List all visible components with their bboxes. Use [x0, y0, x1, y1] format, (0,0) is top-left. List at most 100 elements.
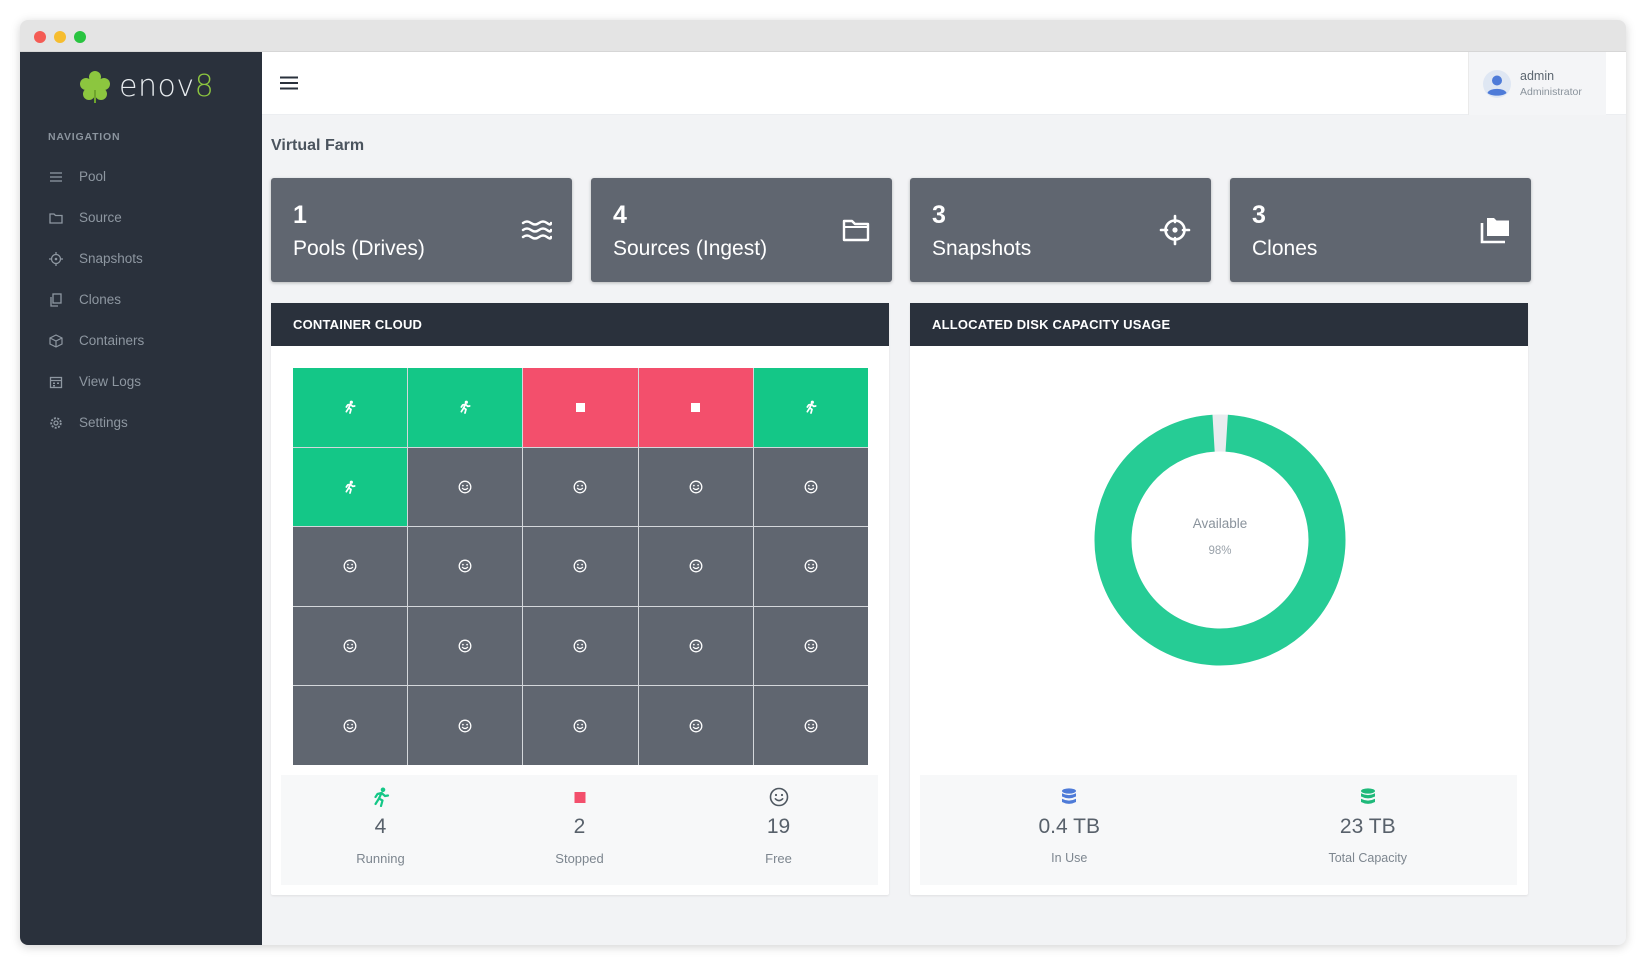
- topbar: admin Administrator: [262, 52, 1626, 115]
- sidebar-item-view-logs[interactable]: View Logs: [20, 361, 262, 402]
- stat-label: Pools (Drives): [293, 237, 425, 260]
- container-cell-free[interactable]: [638, 447, 753, 527]
- smiley-icon: [769, 787, 788, 807]
- container-cell-free[interactable]: [293, 527, 408, 606]
- stat-label: Clones: [1252, 237, 1318, 260]
- window-maximize-button[interactable]: [74, 31, 86, 43]
- container-cell-running[interactable]: [753, 368, 868, 447]
- container-cell-stopped[interactable]: [638, 368, 753, 447]
- cube-icon: [48, 333, 64, 349]
- calendar-icon: [48, 374, 64, 390]
- menu-toggle-button[interactable]: [280, 76, 298, 90]
- avatar-icon: [1483, 69, 1511, 98]
- smiley-icon: [458, 639, 472, 653]
- legend-free: 19 Free: [679, 775, 878, 885]
- folder-icon: [48, 210, 64, 226]
- container-cell-free[interactable]: [293, 686, 408, 765]
- stopped-count: 2: [573, 815, 586, 838]
- donut-available-segment: [1094, 414, 1346, 666]
- smiley-icon: [689, 639, 703, 653]
- folder-icon: [842, 219, 870, 242]
- donut-svg: [1094, 414, 1346, 666]
- container-cell-free[interactable]: [753, 527, 868, 606]
- sidebar-item-snapshots[interactable]: Snapshots: [20, 238, 262, 279]
- sidebar-item-label: Source: [79, 210, 122, 225]
- donut-center-label: Available: [1192, 515, 1248, 531]
- container-cell-running[interactable]: [408, 368, 523, 447]
- container-cell-free[interactable]: [408, 606, 523, 686]
- window-close-button[interactable]: [34, 31, 46, 43]
- smiley-icon: [343, 639, 357, 653]
- container-cell-free[interactable]: [523, 686, 638, 765]
- container-cell-free[interactable]: [753, 606, 868, 686]
- smiley-icon: [689, 560, 703, 573]
- sidebar-item-label: Snapshots: [79, 251, 143, 266]
- stop-icon: [575, 402, 585, 412]
- stat-value: 4: [613, 201, 627, 229]
- stat-value: 3: [932, 201, 946, 229]
- container-cell-free[interactable]: [638, 686, 753, 765]
- copy-icon: [48, 292, 64, 308]
- container-cell-free[interactable]: [408, 447, 523, 527]
- smiley-icon: [804, 480, 818, 494]
- stat-card-sources[interactable]: 4 Sources (Ingest): [591, 178, 892, 282]
- stat-card-pools[interactable]: 1 Pools (Drives): [271, 178, 572, 282]
- running-label: Running: [356, 851, 405, 866]
- waves-icon: [521, 220, 552, 240]
- disk-donut-chart: Available 98%: [1093, 413, 1347, 667]
- container-cell-free[interactable]: [638, 527, 753, 606]
- database-icon: [1360, 788, 1375, 804]
- container-cell-free[interactable]: [293, 606, 408, 686]
- smiley-icon: [458, 560, 472, 573]
- sidebar-item-pool[interactable]: Pool: [20, 156, 262, 197]
- hamburger-icon: [280, 76, 298, 90]
- sidebar-item-clones[interactable]: Clones: [20, 279, 262, 320]
- logo[interactable]: enov8: [77, 66, 214, 106]
- user-name: admin: [1520, 69, 1555, 83]
- stat-value: 3: [1252, 201, 1266, 229]
- stat-card-clones[interactable]: 3 Clones: [1230, 178, 1531, 282]
- smiley-icon: [458, 480, 472, 494]
- clover-logo-icon: [80, 71, 110, 103]
- container-cell-free[interactable]: [408, 527, 523, 606]
- in-use-value: 0.4 TB: [1038, 815, 1100, 838]
- lines-icon: [48, 169, 64, 185]
- window-minimize-button[interactable]: [54, 31, 66, 43]
- user-menu[interactable]: admin Administrator: [1468, 52, 1606, 115]
- container-cell-free[interactable]: [523, 447, 638, 527]
- sidebar-item-label: Clones: [79, 292, 122, 307]
- user-role: Administrator: [1520, 86, 1582, 98]
- stat-value: 1: [293, 201, 307, 229]
- panel-title: ALLOCATED DISK CAPACITY USAGE: [910, 303, 1528, 346]
- gear-icon: [48, 415, 64, 431]
- container-cell-stopped[interactable]: [523, 368, 638, 447]
- running-icon: [345, 480, 356, 494]
- container-cell-free[interactable]: [753, 686, 868, 765]
- stop-icon: [574, 792, 585, 803]
- nav-list: Pool Source Snapshots Clones Containers …: [20, 156, 262, 443]
- running-count: 4: [374, 815, 387, 838]
- container-cell-running[interactable]: [293, 447, 408, 527]
- legend-running: 4 Running: [281, 775, 480, 885]
- sidebar-item-source[interactable]: Source: [20, 197, 262, 238]
- sidebar-item-containers[interactable]: Containers: [20, 320, 262, 361]
- container-cell-free[interactable]: [638, 606, 753, 686]
- stat-label: Snapshots: [932, 237, 1032, 260]
- container-cell-free[interactable]: [523, 527, 638, 606]
- smiley-icon: [574, 719, 587, 733]
- total-capacity-label: Total Capacity: [1328, 851, 1407, 865]
- container-cell-running[interactable]: [293, 368, 408, 447]
- stat-label: Sources (Ingest): [613, 237, 768, 260]
- container-cell-free[interactable]: [408, 686, 523, 765]
- sidebar-item-label: Settings: [79, 415, 128, 430]
- running-icon: [373, 787, 389, 807]
- stat-card-snapshots[interactable]: 3 Snapshots: [910, 178, 1211, 282]
- logo-text: enov8: [119, 68, 215, 104]
- container-grid: [293, 368, 868, 765]
- capacity-in-use: 0.4 TB In Use: [920, 775, 1219, 885]
- free-label: Free: [765, 851, 792, 866]
- capacity-total: 23 TB Total Capacity: [1219, 775, 1518, 885]
- container-cell-free[interactable]: [523, 606, 638, 686]
- sidebar-item-settings[interactable]: Settings: [20, 402, 262, 443]
- container-cell-free[interactable]: [753, 447, 868, 527]
